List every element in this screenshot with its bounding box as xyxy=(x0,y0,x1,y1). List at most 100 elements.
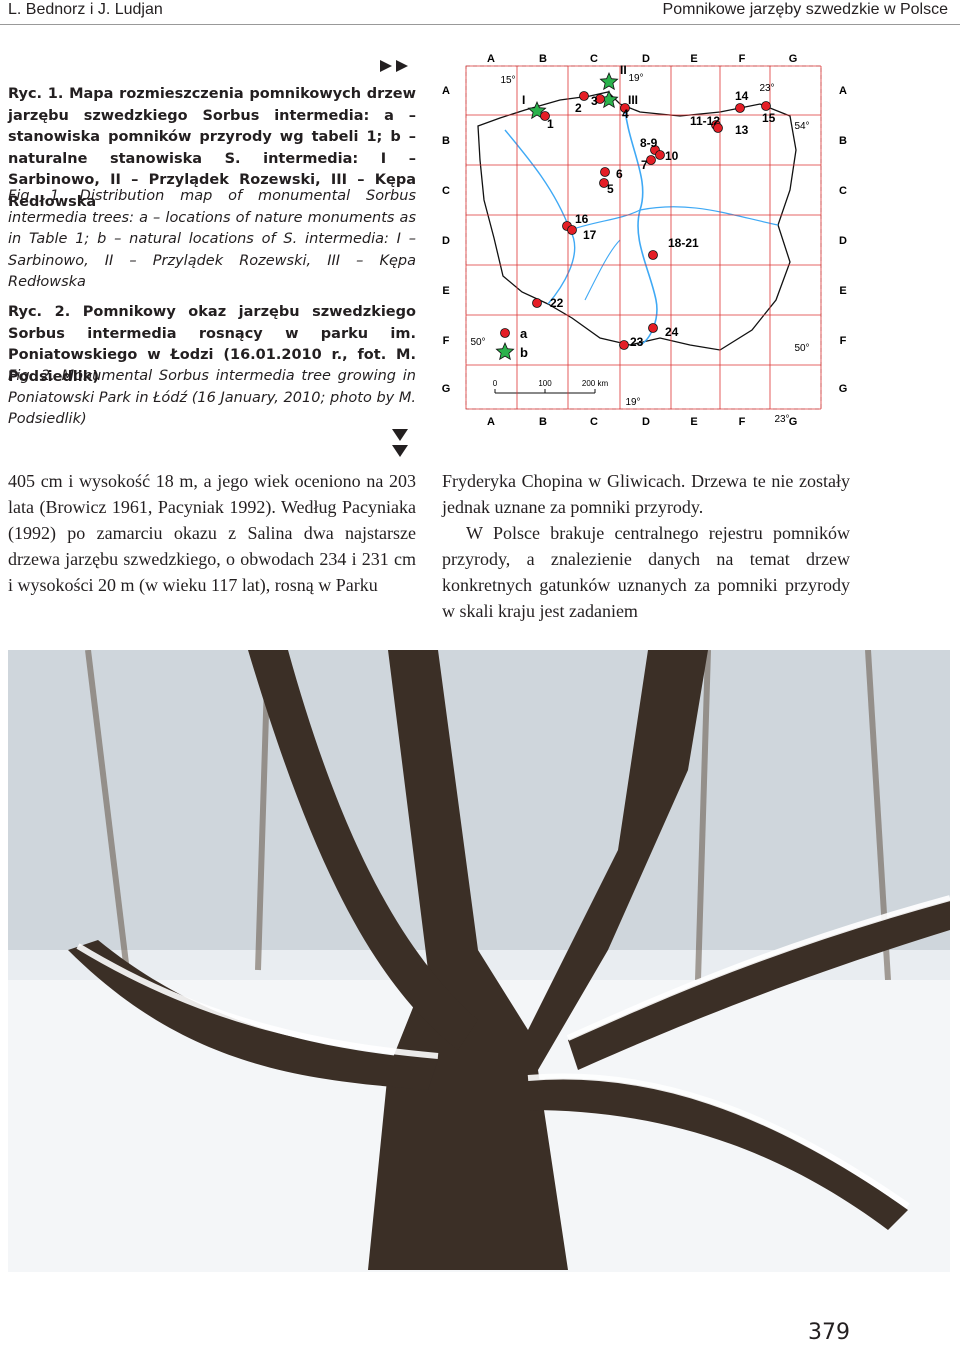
figure2-caption-en: Fig. 2. Monumental Sorbus intermedia tre… xyxy=(8,368,416,427)
legend-label: b xyxy=(520,345,528,360)
monument-site-marker xyxy=(599,178,609,188)
site-label: II xyxy=(620,63,627,77)
site-label: 13 xyxy=(735,123,749,137)
header-rule xyxy=(0,24,960,25)
page-number: 379 xyxy=(808,1320,850,1345)
column-label: A xyxy=(487,416,495,428)
row-label: E xyxy=(839,285,846,297)
monument-site-marker xyxy=(655,150,665,160)
map-frame xyxy=(465,65,822,410)
column-label: E xyxy=(690,53,697,65)
monument-site-marker xyxy=(567,225,577,235)
distribution-map: A A B B C C D D E E F F G G A A B B C C D D E E F F G G 15° 19° 23° 54°… xyxy=(442,53,848,428)
monument-site-marker xyxy=(600,167,610,177)
monument-site-marker xyxy=(579,91,589,101)
column-label: C xyxy=(590,416,598,428)
site-label: 11-12 xyxy=(690,114,720,128)
header-left: L. Bednorz i J. Ludjan xyxy=(8,1,163,18)
monument-site-marker xyxy=(619,340,629,350)
site-label: 8-9 xyxy=(640,136,658,150)
legend-label: a xyxy=(520,326,528,341)
legend-marker xyxy=(500,328,510,338)
row-label: B xyxy=(839,135,847,147)
monument-site-marker xyxy=(540,111,550,121)
column-label: G xyxy=(789,53,798,65)
site-label: 5 xyxy=(607,182,614,196)
row-label: A xyxy=(839,85,847,97)
scale-label: 0 xyxy=(493,379,498,388)
site-label: I xyxy=(522,93,525,107)
site-label: 7 xyxy=(641,158,648,172)
body-right: Fryderyka Chopina w Gliwicach. Drzewa te… xyxy=(442,468,850,624)
figure2-caption-pl: Ryc. 2. Pomnikowy okaz jarzębu szwedzkie… xyxy=(8,304,416,385)
photo xyxy=(8,650,950,1272)
figure1-caption-en: Fig. 1. Distribution map of monumental S… xyxy=(8,188,416,290)
figure1-caption-pl: Ryc. 1. Mapa rozmieszczenia pomnikowych … xyxy=(8,86,416,210)
monument-site-marker xyxy=(646,155,656,165)
column-label: E xyxy=(690,416,697,428)
site-label: 14 xyxy=(735,89,749,103)
river xyxy=(639,206,779,226)
paragraph: 405 cm i wysokość 18 m, a jego wiek ocen… xyxy=(8,471,416,595)
degree-label: 50° xyxy=(470,337,485,348)
row-label: F xyxy=(443,335,450,347)
column-label: A xyxy=(487,53,495,65)
arrow-marker xyxy=(380,60,408,72)
site-label: 23 xyxy=(630,335,644,349)
column-label: G xyxy=(789,416,798,428)
site-label: 18-21 xyxy=(668,236,699,250)
site-label: 22 xyxy=(550,296,564,310)
site-label: 2 xyxy=(575,101,582,115)
header-right: Pomnikowe jarzęby szwedzkie w Polsce xyxy=(662,1,948,18)
monument-site-marker xyxy=(648,250,658,260)
row-label: C xyxy=(839,185,847,197)
monument-site-marker xyxy=(761,101,771,111)
monument-site-marker xyxy=(713,123,723,133)
row-label: B xyxy=(442,135,450,147)
paragraph: Fryderyka Chopina w Gliwicach. Drzewa te… xyxy=(442,471,850,517)
legend-marker xyxy=(495,341,515,361)
site-label: III xyxy=(628,93,638,107)
row-label: A xyxy=(442,85,450,97)
monument-site-marker xyxy=(620,103,630,113)
river xyxy=(584,239,621,301)
site-label: 6 xyxy=(616,167,623,181)
column-label: F xyxy=(739,416,746,428)
river xyxy=(624,109,658,346)
site-label: 16 xyxy=(575,212,589,226)
site-label: 17 xyxy=(583,228,597,242)
body-left: 405 cm i wysokość 18 m, a jego wiek ocen… xyxy=(8,468,416,598)
degree-label: 50° xyxy=(794,343,809,354)
country-outline xyxy=(477,91,797,351)
site-label: 3 xyxy=(591,94,598,108)
column-label: B xyxy=(539,416,547,428)
scale-label: 100 xyxy=(538,379,552,388)
monument-site-marker xyxy=(532,298,542,308)
column-label: D xyxy=(642,53,650,65)
monument-site-marker xyxy=(735,103,745,113)
column-label: B xyxy=(539,53,547,65)
degree-label: 54° xyxy=(794,121,809,132)
row-label: E xyxy=(442,285,449,297)
monument-site-marker xyxy=(648,323,658,333)
site-label: 24 xyxy=(665,325,679,339)
row-label: G xyxy=(442,383,451,395)
column-label: C xyxy=(590,53,598,65)
paragraph: W Polsce brakuje centralnego rejestru po… xyxy=(442,523,850,621)
arrow-marker xyxy=(392,429,408,457)
column-label: F xyxy=(739,53,746,65)
row-label: F xyxy=(840,335,847,347)
degree-label: 23° xyxy=(759,83,774,94)
column-label: D xyxy=(642,416,650,428)
degree-label: 15° xyxy=(500,75,515,86)
degree-label: 19° xyxy=(625,397,640,408)
site-label: 10 xyxy=(665,149,679,163)
natural-site-marker xyxy=(599,71,619,91)
site-label: 1 xyxy=(547,117,554,131)
row-label: D xyxy=(442,235,450,247)
river xyxy=(569,209,641,231)
monument-site-marker xyxy=(595,94,605,104)
site-label: 4 xyxy=(622,107,629,121)
row-label: D xyxy=(839,235,847,247)
